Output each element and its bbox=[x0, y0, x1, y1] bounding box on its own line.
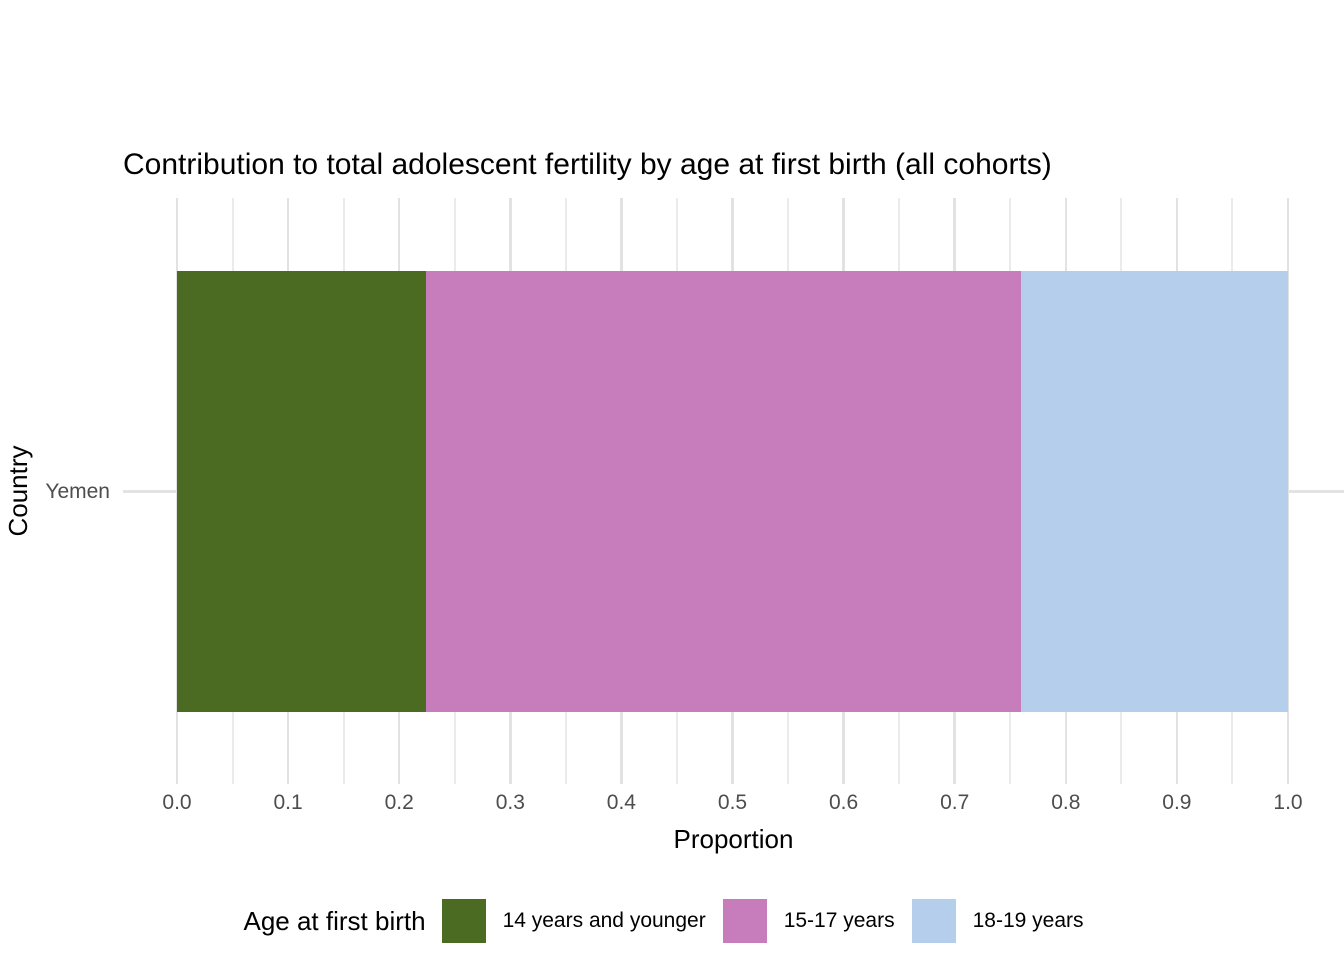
legend-item-15-17-years: 15-17 years bbox=[722, 899, 895, 943]
x-axis-title: Proportion bbox=[673, 824, 794, 854]
chart-title: Contribution to total adolescent fertili… bbox=[123, 148, 1052, 181]
legend: Age at first birth 14 years and younger 1… bbox=[0, 888, 1344, 954]
legend-swatch-15-17-years bbox=[722, 899, 767, 943]
legend-label-14-years-and-younger: 14 years and younger bbox=[502, 909, 706, 932]
x-tick-label: 1.0 bbox=[1273, 791, 1303, 814]
y-axis-title: Country bbox=[3, 445, 33, 537]
legend-item-18-19-years: 18-19 years bbox=[911, 899, 1084, 943]
x-tick-label: 0.8 bbox=[1051, 791, 1081, 814]
legend-swatch-18-19-years bbox=[911, 899, 956, 943]
legend-items: 14 years and younger 15-17 years 18-19 yea… bbox=[441, 899, 1101, 943]
x-tick-label: 0.2 bbox=[384, 791, 414, 814]
stacked-bar-yemen bbox=[177, 271, 1288, 712]
x-tick-label: 0.9 bbox=[1162, 791, 1192, 814]
legend-item-14-years-and-younger: 14 years and younger bbox=[441, 899, 706, 943]
x-tick-label: 0.7 bbox=[940, 791, 970, 814]
x-tick-label: 0.1 bbox=[273, 791, 303, 814]
x-tick-label: 0.5 bbox=[717, 791, 748, 814]
legend-swatch-14-years-and-younger bbox=[441, 899, 486, 943]
x-tick-label: 0.4 bbox=[606, 791, 636, 814]
x-tick-label: 0.3 bbox=[495, 791, 525, 814]
x-axis-tick-labels: 0.0 0.1 0.2 0.3 0.4 0.5 0.6 0.7 0.8 0.9 1.0 bbox=[123, 791, 1344, 817]
plot-panel bbox=[123, 198, 1344, 784]
x-tick-label: 0.6 bbox=[828, 791, 859, 814]
bar-segment-14-years-and-younger bbox=[177, 271, 426, 712]
legend-title: Age at first birth bbox=[243, 905, 426, 936]
y-tick-label-yemen: Yemen bbox=[45, 480, 110, 503]
bar-segment-18-19-years bbox=[1021, 271, 1288, 712]
bar-segment-15-17-years bbox=[425, 271, 1022, 712]
x-tick-label: 0.0 bbox=[162, 791, 192, 814]
legend-label-18-19-years: 18-19 years bbox=[972, 909, 1084, 932]
legend-label-15-17-years: 15-17 years bbox=[783, 909, 895, 932]
